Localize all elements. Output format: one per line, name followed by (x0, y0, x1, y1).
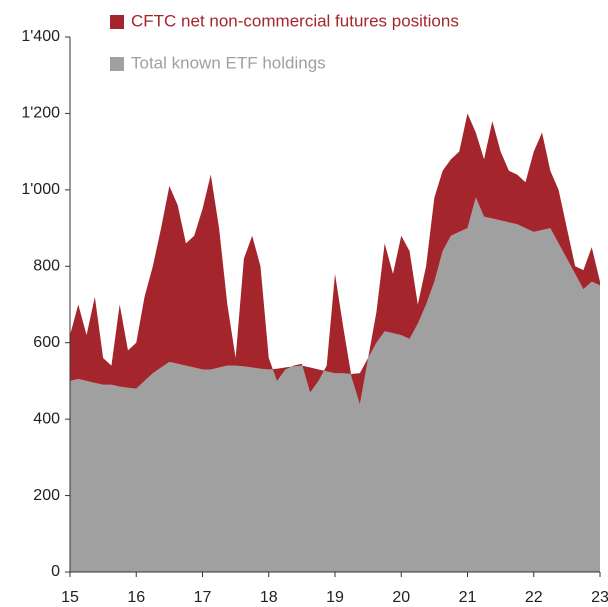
x-tick-label: 15 (61, 589, 79, 606)
legend-label: CFTC net non-commercial futures position… (131, 11, 459, 30)
x-tick-label: 20 (392, 589, 410, 606)
area-etf (70, 197, 600, 572)
y-tick-label: 1'400 (21, 28, 60, 45)
legend-swatch (110, 15, 124, 29)
area-cftc (70, 113, 600, 404)
x-tick-label: 22 (525, 589, 543, 606)
x-tick-label: 23 (591, 589, 608, 606)
legend-label: Total known ETF holdings (131, 53, 326, 72)
y-tick-label: 800 (33, 258, 60, 275)
x-tick-label: 18 (260, 589, 278, 606)
y-tick-label: 0 (51, 563, 60, 580)
x-tick-label: 21 (459, 589, 477, 606)
x-tick-label: 16 (127, 589, 145, 606)
legend-swatch (110, 57, 124, 71)
y-tick-label: 1'200 (21, 105, 60, 122)
y-tick-label: 200 (33, 487, 60, 504)
y-tick-label: 1'000 (21, 181, 60, 198)
x-tick-label: 17 (194, 589, 212, 606)
y-tick-label: 400 (33, 410, 60, 427)
y-tick-label: 600 (33, 334, 60, 351)
x-tick-label: 19 (326, 589, 344, 606)
